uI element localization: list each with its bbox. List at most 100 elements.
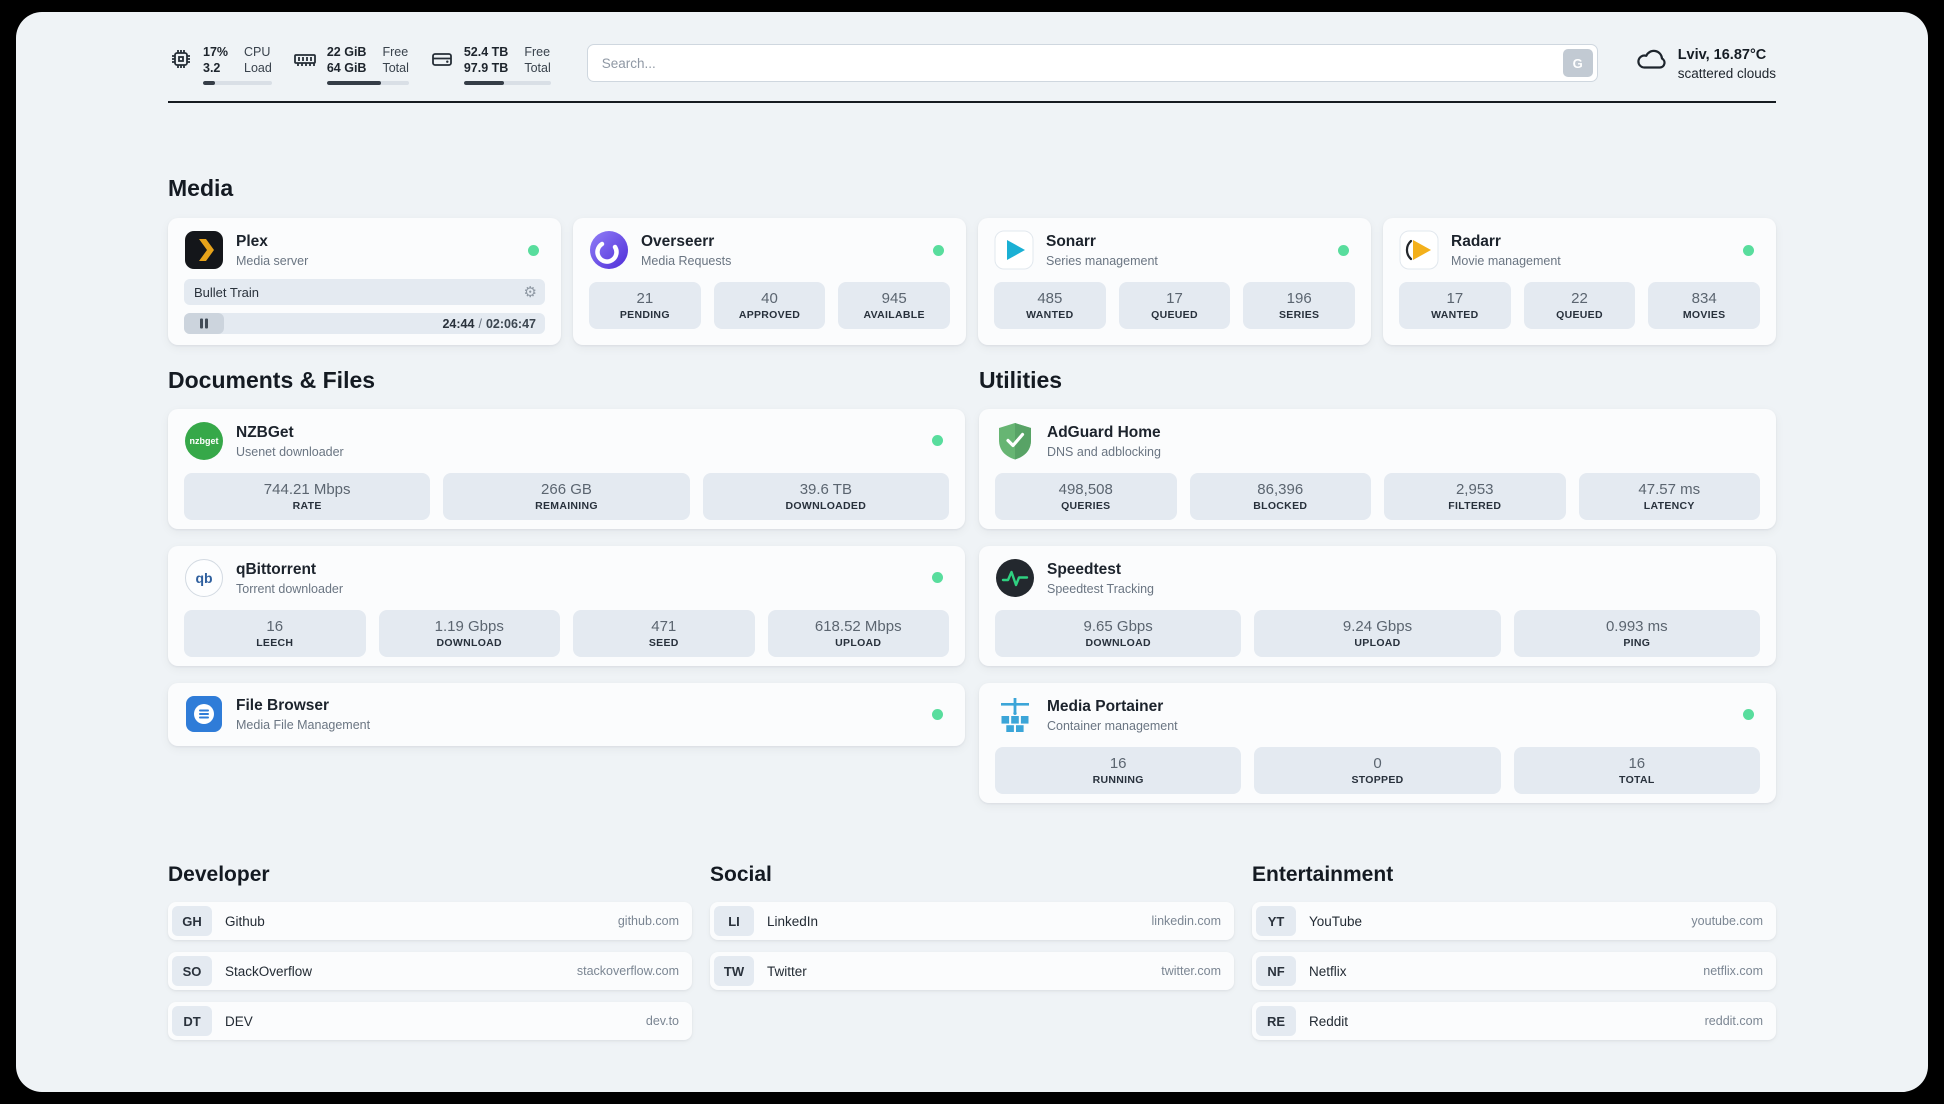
stat-box: 1.19 Gbps DOWNLOAD: [378, 610, 560, 657]
stat-label: AVAILABLE: [863, 309, 925, 321]
stat-value: 1.19 Gbps: [434, 618, 504, 635]
app-name: qBittorrent: [236, 560, 317, 578]
stat-label: TOTAL: [1619, 774, 1655, 786]
settings-gear-icon[interactable]: ⚙: [523, 283, 537, 301]
cloud-icon: [1637, 49, 1666, 69]
stat-value: 9.65 Gbps: [1083, 618, 1153, 635]
app-card-qbittorrent[interactable]: qb qBittorrent Torrent downloader 16 LEE…: [168, 546, 965, 666]
nzbget-icon: nzbget: [185, 422, 223, 460]
now-playing-title: Bullet Train: [194, 284, 260, 300]
app-card-radarr[interactable]: Radarr Movie management 17 WANTED 22 QUE…: [1383, 218, 1776, 345]
weather-location: Lviv, 16.87°C: [1677, 47, 1767, 63]
stat-box: 498,508 QUERIES: [995, 473, 1177, 520]
stat-box: 744.21 Mbps RATE: [184, 473, 431, 520]
bookmark-row-youtube[interactable]: YT YouTube youtube.com: [1252, 902, 1776, 940]
app-name: AdGuard Home: [1047, 423, 1161, 441]
stat-box: 196 SERIES: [1243, 282, 1355, 329]
bookmark-url: netflix.com: [1703, 964, 1763, 978]
bookmark-row-stackoverflow[interactable]: SO StackOverflow stackoverflow.com: [168, 952, 692, 990]
cpu-metric: 17% 3.2 CPU Load: [168, 44, 272, 85]
bookmark-row-netflix[interactable]: NF Netflix netflix.com: [1252, 952, 1776, 990]
stat-value: 16: [266, 618, 284, 635]
app-card-speedtest[interactable]: Speedtest Speedtest Tracking 9.65 Gbps D…: [979, 546, 1776, 666]
bookmark-abbr: YT: [1256, 906, 1296, 936]
stat-value: 40: [761, 290, 778, 307]
stat-value: 266 GB: [541, 481, 592, 498]
sonarr-icon: [994, 230, 1034, 270]
bookmark-row-github[interactable]: GH Github github.com: [168, 902, 692, 940]
portainer-icon: [1001, 698, 1029, 732]
stat-box: 471 SEED: [573, 610, 755, 657]
stat-box: 47.57 ms LATENCY: [1578, 473, 1760, 520]
stat-value: 22: [1571, 290, 1588, 307]
stat-label: APPROVED: [738, 309, 801, 321]
seek-bar[interactable]: 24:44/02:06:47: [184, 313, 545, 334]
bookmark-url: dev.to: [645, 1014, 679, 1028]
radarr-icon: [1399, 230, 1439, 270]
stat-value: 39.6 TB: [799, 481, 852, 498]
app-card-filebrowser[interactable]: File Browser Media File Management: [168, 683, 965, 746]
search-bar: G: [586, 44, 1598, 82]
stat-label: SEED: [648, 637, 679, 649]
now-playing-bar[interactable]: Bullet Train ⚙: [184, 279, 545, 305]
stat-label: RUNNING: [1092, 774, 1144, 786]
app-name: Media Portainer: [1047, 697, 1164, 715]
app-card-portainer[interactable]: Media Portainer Container management 16 …: [979, 683, 1776, 803]
bookmark-name: DEV: [225, 1013, 253, 1029]
app-card-sonarr[interactable]: Sonarr Series management 485 WANTED 17 Q…: [978, 218, 1371, 345]
search-provider-button[interactable]: G: [1562, 49, 1593, 77]
pause-button[interactable]: [184, 313, 224, 334]
app-card-overseerr[interactable]: Overseerr Media Requests 21 PENDING 40 A…: [573, 218, 966, 345]
stat-box: 17 WANTED: [1399, 282, 1511, 329]
bookmark-row-twitter[interactable]: TW Twitter twitter.com: [710, 952, 1234, 990]
bookmark-abbr: DT: [172, 1006, 212, 1036]
stat-label: LEECH: [256, 637, 294, 649]
bookmark-abbr: LI: [714, 906, 754, 936]
bookmark-url: youtube.com: [1691, 914, 1763, 928]
stat-label: LATENCY: [1643, 500, 1695, 512]
stat-box: 9.65 Gbps DOWNLOAD: [995, 610, 1242, 657]
bookmark-row-dev[interactable]: DT DEV dev.to: [168, 1002, 692, 1040]
status-dot: [528, 245, 539, 256]
app-card-nzbget[interactable]: nzbget NZBGet Usenet downloader 744.21 M…: [168, 409, 965, 529]
stat-box: 86,396 BLOCKED: [1189, 473, 1371, 520]
stat-value: 744.21 Mbps: [263, 481, 351, 498]
bookmark-row-reddit[interactable]: RE Reddit reddit.com: [1252, 1002, 1776, 1040]
search-input[interactable]: [586, 44, 1598, 82]
stat-label: STOPPED: [1351, 774, 1404, 786]
status-dot: [933, 245, 944, 256]
bookmark-abbr: RE: [1256, 1006, 1296, 1036]
documents-column: Documents & Files nzbget NZBGet Usenet d…: [168, 367, 965, 803]
stat-value: 17: [1166, 290, 1183, 307]
stat-value: 618.52 Mbps: [814, 618, 902, 635]
section-title-documents: Documents & Files: [168, 367, 376, 393]
bookmark-url: stackoverflow.com: [576, 964, 679, 978]
stat-label: UPLOAD: [1354, 637, 1401, 649]
bookmark-name: Twitter: [767, 963, 807, 979]
stat-value: 471: [651, 618, 677, 635]
stat-box: 834 MOVIES: [1648, 282, 1760, 329]
stat-label: PENDING: [619, 309, 670, 321]
app-card-plex[interactable]: Plex Media server Bullet Train ⚙: [168, 218, 561, 345]
bookmark-name: Reddit: [1309, 1013, 1349, 1029]
bookmark-row-linkedin[interactable]: LI LinkedIn linkedin.com: [710, 902, 1234, 940]
stat-label: MOVIES: [1682, 309, 1726, 321]
stat-value: 16: [1628, 755, 1646, 772]
disk-metric: 52.4 TB 97.9 TB Free Total: [429, 44, 551, 85]
status-dot: [932, 435, 943, 446]
bookmark-name: YouTube: [1309, 913, 1363, 929]
media-card-grid: Plex Media server Bullet Train ⚙: [168, 218, 1776, 345]
stat-box: 40 APPROVED: [713, 282, 826, 329]
stat-value: 17: [1446, 290, 1464, 307]
bookmark-url: github.com: [617, 914, 679, 928]
app-card-adguard[interactable]: AdGuard Home DNS and adblocking 498,508 …: [979, 409, 1776, 529]
section-title-utilities: Utilities: [979, 367, 1063, 393]
bookmark-abbr: SO: [172, 956, 212, 986]
app-subtitle: Torrent downloader: [236, 581, 344, 596]
status-dot: [1743, 709, 1754, 720]
status-dot: [1338, 245, 1349, 256]
stat-value: 498,508: [1058, 481, 1113, 498]
stat-value: 2,953: [1455, 481, 1494, 498]
app-subtitle: Media server: [236, 253, 309, 268]
bookmark-abbr: TW: [714, 956, 754, 986]
